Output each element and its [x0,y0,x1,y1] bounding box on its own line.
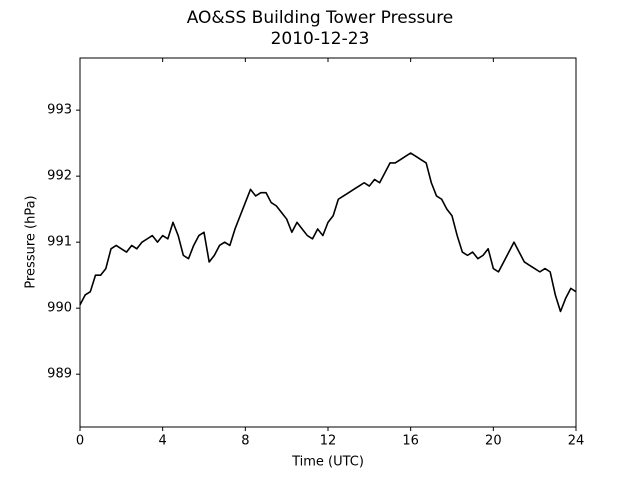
y-tick-label: 990 [47,301,72,316]
x-tick-label: 0 [76,434,84,449]
x-tick-label: 4 [159,434,167,449]
y-tick-label: 993 [47,103,72,118]
x-tick-label: 20 [485,434,502,449]
chart-title: AO&SS Building Tower Pressure [187,8,454,28]
x-tick-label: 8 [241,434,249,449]
x-tick-label: 16 [402,434,419,449]
chart-subtitle: 2010-12-23 [271,29,370,49]
y-tick-label: 992 [47,169,72,184]
x-axis-label: Time (UTC) [291,455,364,470]
data-line [79,152,577,313]
y-axis-label: Pressure (hPa) [24,195,39,288]
y-tick-label: 991 [47,235,72,250]
y-tick-label: 989 [47,367,72,382]
x-tick-label: 12 [320,434,337,449]
x-tick-label: 24 [568,434,585,449]
